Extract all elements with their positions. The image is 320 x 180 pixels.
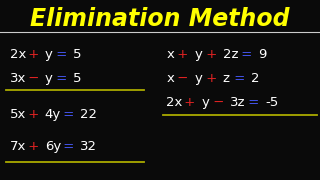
Text: +: + (24, 48, 43, 60)
Text: −: − (173, 72, 193, 85)
Text: 2x: 2x (166, 96, 183, 109)
Text: −: − (24, 72, 43, 85)
Text: =: = (59, 108, 78, 121)
Text: 2z: 2z (223, 48, 238, 60)
Text: 7x: 7x (10, 140, 26, 153)
Text: 2: 2 (251, 72, 260, 85)
Text: 9: 9 (258, 48, 266, 60)
Text: y: y (202, 96, 210, 109)
Text: 5: 5 (73, 72, 82, 85)
Text: =: = (244, 96, 263, 109)
Text: y: y (45, 72, 53, 85)
Text: 4y: 4y (45, 108, 61, 121)
Text: 5x: 5x (10, 108, 26, 121)
Text: Elimination Method: Elimination Method (30, 7, 290, 31)
Text: x: x (166, 72, 174, 85)
Text: -5: -5 (265, 96, 278, 109)
Text: 5: 5 (73, 48, 82, 60)
Text: +: + (202, 72, 221, 85)
Text: x: x (166, 48, 174, 60)
Text: y: y (195, 48, 203, 60)
Text: +: + (24, 140, 43, 153)
Text: =: = (52, 72, 71, 85)
Text: y: y (45, 48, 53, 60)
Text: y: y (195, 72, 203, 85)
Text: +: + (202, 48, 221, 60)
Text: +: + (173, 48, 193, 60)
Text: −: − (209, 96, 228, 109)
Text: =: = (59, 140, 78, 153)
Text: 22: 22 (80, 108, 97, 121)
Text: +: + (24, 108, 43, 121)
Text: 6y: 6y (45, 140, 61, 153)
Text: 3x: 3x (10, 72, 26, 85)
Text: 3z: 3z (230, 96, 245, 109)
Text: z: z (223, 72, 230, 85)
Text: 32: 32 (80, 140, 97, 153)
Text: +: + (180, 96, 200, 109)
Text: 2x: 2x (10, 48, 26, 60)
Text: =: = (237, 48, 256, 60)
Text: =: = (52, 48, 71, 60)
Text: =: = (230, 72, 249, 85)
